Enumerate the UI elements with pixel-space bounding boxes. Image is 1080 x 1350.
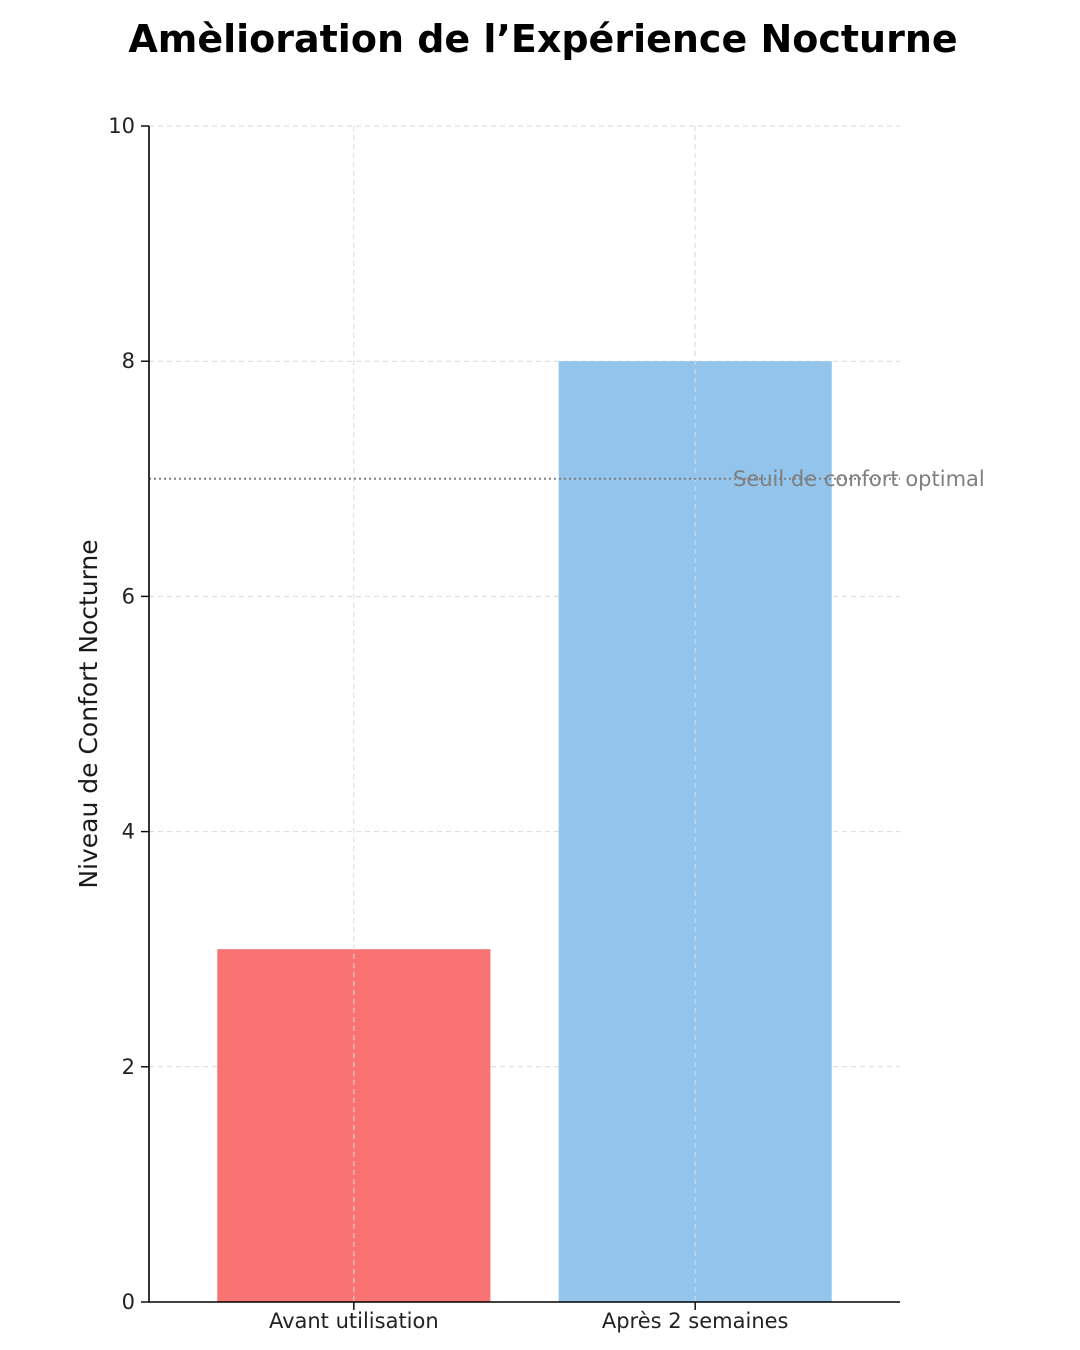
y-tick-label-1: 2 [122,1055,135,1079]
x-tick-label-1: Après 2 semaines [602,1309,789,1333]
threshold-label: Seuil de confort optimal [733,467,985,491]
y-tick-label-0: 0 [122,1290,135,1314]
y-tick-label-2: 4 [122,820,135,844]
vertical-grid-layer [353,126,696,1302]
y-axis-label: Niveau de Confort Nocturne [74,539,103,888]
x-tick-label-0: Avant utilisation [269,1309,439,1333]
threshold-layer: Seuil de confort optimal [149,467,985,491]
chart-title: Amèlioration de l’Expérience Nocturne [128,17,957,61]
bars-layer [217,361,832,1302]
y-tick-label-3: 6 [122,584,135,608]
ticks-layer: 0 2 4 6 8 10 [108,114,696,1314]
axes-layer [148,126,900,1303]
y-tick-label-5: 10 [108,114,135,138]
y-tick-label-4: 8 [122,349,135,373]
category-labels-layer: Avant utilisation Après 2 semaines [269,1309,789,1333]
